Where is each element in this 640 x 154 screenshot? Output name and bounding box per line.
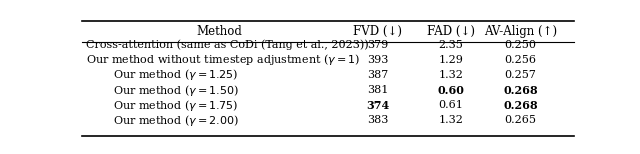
Text: 393: 393 (367, 55, 388, 65)
Text: AV-Align (↑): AV-Align (↑) (484, 25, 557, 38)
Text: 0.268: 0.268 (503, 85, 538, 96)
Text: Method: Method (196, 25, 242, 38)
Text: 374: 374 (366, 100, 389, 111)
Text: FAD (↓): FAD (↓) (427, 25, 475, 38)
Text: Cross-attention (same as CoDi (Tang et al., 2023)): Cross-attention (same as CoDi (Tang et a… (86, 39, 369, 50)
Text: 0.265: 0.265 (504, 116, 536, 126)
Text: Our method ($\gamma = 1.50$): Our method ($\gamma = 1.50$) (113, 83, 239, 98)
Text: 0.257: 0.257 (504, 70, 536, 80)
Text: FVD (↓): FVD (↓) (353, 25, 402, 38)
Text: 1.32: 1.32 (438, 70, 463, 80)
Text: 383: 383 (367, 116, 388, 126)
Text: Our method without timestep adjustment ($\gamma = 1$): Our method without timestep adjustment (… (86, 52, 360, 67)
Text: 0.250: 0.250 (504, 40, 536, 50)
Text: Our method ($\gamma = 1.75$): Our method ($\gamma = 1.75$) (113, 98, 239, 113)
Text: 0.268: 0.268 (503, 100, 538, 111)
Text: Our method ($\gamma = 2.00$): Our method ($\gamma = 2.00$) (113, 113, 239, 128)
Text: 379: 379 (367, 40, 388, 50)
Text: 1.32: 1.32 (438, 116, 463, 126)
Text: 0.60: 0.60 (438, 85, 465, 96)
Text: 0.256: 0.256 (504, 55, 536, 65)
Text: 2.35: 2.35 (438, 40, 463, 50)
Text: 381: 381 (367, 85, 388, 95)
Text: 387: 387 (367, 70, 388, 80)
Text: 1.29: 1.29 (438, 55, 463, 65)
Text: Our method ($\gamma = 1.25$): Our method ($\gamma = 1.25$) (113, 67, 239, 82)
Text: 0.61: 0.61 (438, 100, 463, 110)
